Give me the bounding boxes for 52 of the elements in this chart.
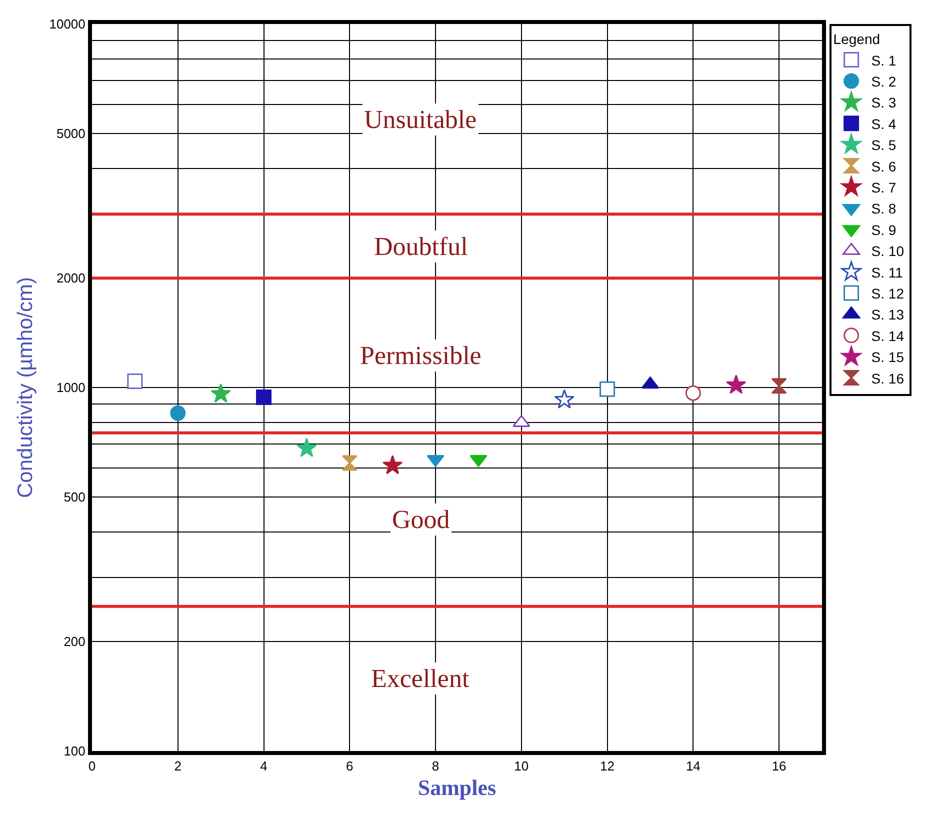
y-tick-label: 200 (64, 634, 86, 650)
point (726, 374, 746, 394)
y-tick-label: 1000 (56, 380, 86, 396)
x-tick-label: 14 (686, 758, 700, 774)
y-axis-title: Conductivity (µmho/cm) (14, 277, 37, 498)
y-tick-label: 500 (64, 489, 86, 504)
legend-label: S. 12 (871, 285, 904, 302)
legend-label: S. 1 (871, 52, 896, 68)
point (170, 405, 186, 421)
legend-label: S. 2 (871, 73, 896, 90)
x-tick-label: 8 (432, 758, 440, 774)
point (256, 390, 272, 406)
y-tick-label: 10000 (49, 16, 86, 32)
legend-label: S. 16 (871, 370, 904, 386)
point (342, 455, 358, 471)
point (771, 378, 787, 394)
x-tick-label: 0 (88, 758, 96, 774)
point (127, 374, 143, 390)
point (685, 385, 701, 401)
legend-label: S. 9 (871, 222, 896, 238)
x-tick-label: 6 (346, 758, 354, 774)
y-tick-label: 5000 (56, 126, 86, 141)
legend-label: S. 11 (871, 264, 904, 280)
point (296, 438, 317, 458)
legend-label: S. 5 (871, 137, 896, 154)
legend-label: S. 10 (871, 243, 904, 260)
x-tick-label: 2 (174, 758, 182, 774)
point (210, 383, 231, 403)
legend-label: S. 7 (871, 179, 896, 196)
legend-label: S. 15 (871, 349, 904, 366)
annotation: Permissible (360, 341, 482, 370)
annotation: Doubtful (374, 232, 468, 261)
legend-label: S. 3 (871, 94, 896, 111)
annotation: Good (392, 505, 450, 534)
legend-label: S. 8 (871, 200, 896, 217)
legend-label: S. 14 (871, 328, 904, 344)
x-tick-label: 12 (600, 758, 615, 774)
legend-label: S. 6 (871, 158, 896, 174)
legend-title: Legend (833, 31, 880, 48)
y-tick-label: 2000 (56, 270, 86, 286)
y-tick-label: 100 (64, 744, 86, 759)
legend-label: S. 4 (871, 116, 896, 132)
legend-label: S. 13 (871, 306, 904, 323)
point (600, 381, 616, 397)
x-tick-label: 10 (514, 758, 529, 774)
annotation: Excellent (371, 664, 470, 693)
x-tick-label: 4 (260, 758, 268, 774)
x-tick-label: 16 (772, 758, 786, 774)
point (554, 389, 574, 408)
annotation: Unsuitable (364, 105, 477, 134)
x-axis-title: Samples (418, 775, 497, 800)
point (382, 454, 403, 474)
